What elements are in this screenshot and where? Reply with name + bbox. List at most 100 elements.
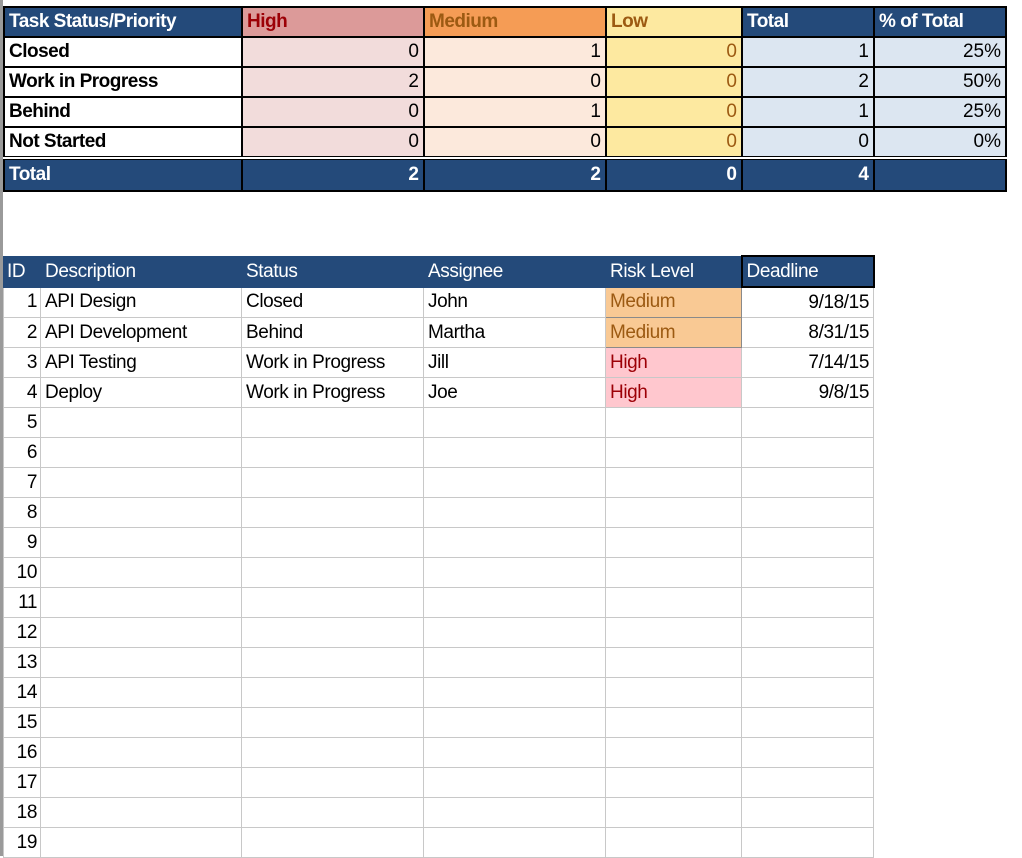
high-count[interactable]: 0 [241,96,425,128]
header-medium[interactable]: Medium [423,6,607,38]
task-assignee[interactable] [423,827,606,858]
header-high[interactable]: High [241,6,425,38]
task-risk-level[interactable] [605,527,742,558]
task-status[interactable] [241,767,424,798]
task-assignee[interactable]: Martha [423,317,606,348]
task-risk-level[interactable] [605,677,742,708]
medium-count[interactable]: 1 [423,36,607,68]
task-status[interactable] [241,437,424,468]
task-description[interactable] [40,527,242,558]
task-deadline[interactable]: 9/8/15 [741,377,874,408]
high-count[interactable]: 0 [241,36,425,68]
high-count[interactable]: 2 [241,66,425,98]
total-label[interactable]: Total [3,156,243,192]
task-risk-level[interactable]: High [605,377,742,408]
task-deadline[interactable] [741,677,874,708]
task-risk-level[interactable] [605,797,742,828]
header-deadline[interactable]: Deadline [740,255,875,288]
task-status[interactable] [241,497,424,528]
header-task-status-priority[interactable]: Task Status/Priority [3,6,243,38]
task-description[interactable] [40,407,242,438]
row-pct[interactable]: 25% [873,36,1007,68]
task-assignee[interactable] [423,437,606,468]
header-description[interactable]: Description [40,255,242,288]
task-deadline[interactable]: 7/14/15 [741,347,874,378]
task-description[interactable] [40,677,242,708]
task-status[interactable] [241,587,424,618]
task-id[interactable]: 8 [3,497,41,528]
task-description[interactable] [40,467,242,498]
task-description[interactable] [40,797,242,828]
task-assignee[interactable] [423,737,606,768]
task-deadline[interactable] [741,527,874,558]
header-low[interactable]: Low [605,6,743,38]
task-risk-level[interactable] [605,497,742,528]
task-description[interactable] [40,617,242,648]
task-deadline[interactable] [741,407,874,438]
task-deadline[interactable] [741,497,874,528]
task-description[interactable]: Deploy [40,377,242,408]
task-description[interactable] [40,737,242,768]
total-pct[interactable] [873,156,1007,192]
task-risk-level[interactable] [605,437,742,468]
task-id[interactable]: 11 [3,587,41,618]
task-id[interactable]: 9 [3,527,41,558]
task-id[interactable]: 16 [3,737,41,768]
task-status[interactable]: Behind [241,317,424,348]
task-id[interactable]: 12 [3,617,41,648]
task-status[interactable]: Closed [241,286,424,318]
task-assignee[interactable]: John [423,286,606,318]
low-count[interactable]: 0 [605,66,743,98]
task-risk-level[interactable] [605,767,742,798]
task-assignee[interactable] [423,587,606,618]
row-pct[interactable]: 25% [873,96,1007,128]
task-assignee[interactable] [423,677,606,708]
task-assignee[interactable] [423,497,606,528]
header-id[interactable]: ID [3,255,41,288]
task-description[interactable] [40,767,242,798]
task-description[interactable] [40,827,242,858]
task-status[interactable] [241,527,424,558]
task-risk-level[interactable]: Medium [605,317,742,348]
task-id[interactable]: 17 [3,767,41,798]
header-total[interactable]: Total [741,6,875,38]
task-deadline[interactable] [741,557,874,588]
task-id[interactable]: 13 [3,647,41,678]
total-high[interactable]: 2 [241,156,425,192]
task-id[interactable]: 6 [3,437,41,468]
high-count[interactable]: 0 [241,126,425,159]
task-assignee[interactable] [423,707,606,738]
task-assignee[interactable] [423,617,606,648]
task-id[interactable]: 2 [3,317,41,348]
task-deadline[interactable] [741,797,874,828]
task-risk-level[interactable] [605,617,742,648]
task-deadline[interactable] [741,707,874,738]
medium-count[interactable]: 0 [423,126,607,159]
task-deadline[interactable]: 9/18/15 [741,286,874,318]
task-id[interactable]: 4 [3,377,41,408]
total-medium[interactable]: 2 [423,156,607,192]
task-risk-level[interactable] [605,737,742,768]
task-description[interactable] [40,557,242,588]
task-status[interactable] [241,797,424,828]
task-id[interactable]: 1 [3,286,41,318]
task-risk-level[interactable] [605,707,742,738]
task-description[interactable] [40,587,242,618]
task-assignee[interactable] [423,797,606,828]
task-risk-level[interactable] [605,647,742,678]
row-total[interactable]: 0 [741,126,875,159]
task-deadline[interactable] [741,617,874,648]
task-status[interactable] [241,647,424,678]
task-description[interactable]: API Development [40,317,242,348]
status-label[interactable]: Behind [3,96,243,128]
row-total[interactable]: 1 [741,36,875,68]
task-status[interactable] [241,407,424,438]
header-status[interactable]: Status [241,255,424,288]
row-total[interactable]: 1 [741,96,875,128]
row-pct[interactable]: 50% [873,66,1007,98]
task-assignee[interactable] [423,527,606,558]
task-id[interactable]: 5 [3,407,41,438]
status-label[interactable]: Not Started [3,126,243,159]
task-status[interactable] [241,467,424,498]
status-label[interactable]: Work in Progress [3,66,243,98]
